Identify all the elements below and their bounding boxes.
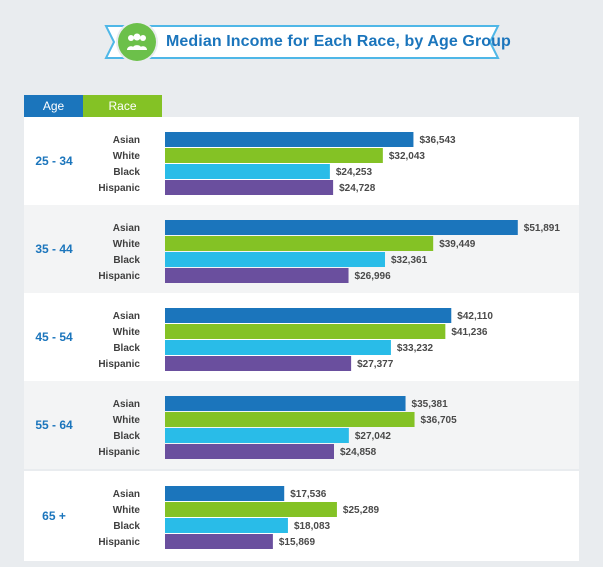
race-label: Black — [113, 167, 140, 178]
income-bar — [165, 534, 273, 549]
value-label: $26,996 — [355, 271, 392, 282]
income-bar — [165, 502, 337, 517]
value-label: $35,381 — [412, 399, 449, 410]
value-label: $24,858 — [340, 447, 377, 458]
income-bar — [165, 340, 391, 355]
race-label: White — [113, 327, 141, 338]
value-label: $27,042 — [355, 431, 392, 442]
income-bar — [165, 236, 434, 251]
race-label: Hispanic — [98, 183, 140, 194]
race-label: Asian — [113, 311, 140, 322]
income-bar — [165, 412, 415, 427]
age-group-label: 25 - 34 — [35, 154, 73, 168]
value-label: $32,361 — [391, 255, 428, 266]
age-group-label: 35 - 44 — [35, 242, 73, 256]
income-bar — [165, 356, 352, 371]
race-label: White — [113, 415, 141, 426]
race-label: White — [113, 151, 141, 162]
value-label: $27,377 — [357, 359, 394, 370]
income-bar — [165, 148, 383, 163]
race-label: White — [113, 505, 141, 516]
income-bar — [165, 180, 334, 195]
income-bar — [165, 252, 386, 267]
value-label: $32,043 — [389, 151, 426, 162]
income-bar — [165, 518, 288, 533]
race-label: Asian — [113, 399, 140, 410]
race-label: Asian — [113, 489, 140, 500]
race-label: Black — [113, 255, 140, 266]
value-label: $17,536 — [290, 489, 327, 500]
race-label: Hispanic — [98, 359, 140, 370]
income-bar — [165, 164, 330, 179]
race-label: Asian — [113, 223, 140, 234]
race-label: Black — [113, 343, 140, 354]
race-label: Hispanic — [98, 447, 140, 458]
age-group-label: 45 - 54 — [35, 330, 73, 344]
race-label: Black — [113, 521, 140, 532]
value-label: $51,891 — [524, 223, 561, 234]
legend-age-label: Age — [42, 99, 65, 113]
value-label: $39,449 — [439, 239, 476, 250]
race-label: Hispanic — [98, 271, 140, 282]
income-bar — [165, 268, 349, 283]
race-label: Hispanic — [98, 537, 140, 548]
value-label: $15,869 — [279, 537, 316, 548]
income-bar — [165, 396, 406, 411]
race-label: White — [113, 239, 141, 250]
people-group-icon — [118, 23, 156, 61]
race-label: Black — [113, 431, 140, 442]
income-bar — [165, 486, 285, 501]
value-label: $18,083 — [294, 521, 331, 532]
value-label: $36,705 — [421, 415, 458, 426]
income-bar — [165, 132, 414, 147]
income-bar — [165, 324, 446, 339]
value-label: $42,110 — [457, 311, 493, 322]
value-label: $33,232 — [397, 343, 434, 354]
age-group-label: 65 + — [42, 509, 66, 523]
value-label: $41,236 — [451, 327, 488, 338]
legend-race-chip: Race — [83, 95, 162, 117]
value-label: $24,728 — [339, 183, 376, 194]
legend-race-label: Race — [108, 99, 137, 113]
chart-title: Median Income for Each Race, by Age Grou… — [166, 33, 511, 50]
income-bar — [165, 308, 452, 323]
value-label: $25,289 — [343, 505, 380, 516]
value-label: $36,543 — [419, 135, 456, 146]
race-label: Asian — [113, 135, 140, 146]
legend-age-chip: Age — [24, 95, 83, 117]
income-bar — [165, 428, 349, 443]
value-label: $24,253 — [336, 167, 373, 178]
title-banner: Median Income for Each Race, by Age Grou… — [98, 22, 511, 62]
income-bar — [165, 444, 334, 459]
age-group-label: 55 - 64 — [35, 418, 73, 432]
title-ribbon — [104, 25, 500, 59]
income-bar — [165, 220, 518, 235]
